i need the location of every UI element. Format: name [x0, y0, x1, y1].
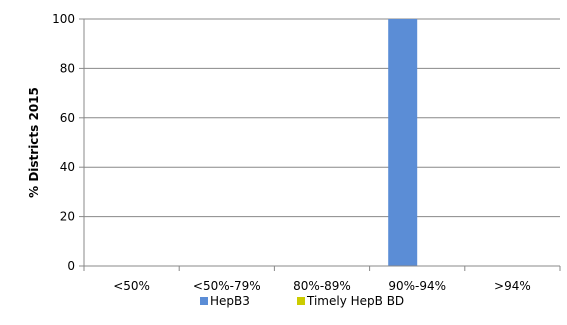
- y-tick-label: 80: [60, 61, 75, 75]
- legend-label: HepB3: [210, 294, 250, 308]
- x-tick-label: >94%: [494, 279, 531, 293]
- y-tick-label: 40: [60, 160, 75, 174]
- y-tick-label: 0: [67, 259, 75, 273]
- y-axis-title: % Districts 2015: [27, 87, 41, 198]
- bar: [388, 19, 418, 266]
- bars: [388, 19, 418, 266]
- legend-label: Timely HepB BD: [306, 294, 404, 308]
- x-tick-label: 90%-94%: [388, 279, 446, 293]
- legend-swatch: [297, 297, 305, 305]
- axes: [83, 19, 560, 267]
- x-tick-labels: <50% <50%-79% 80%-89% 90%-94% >94%: [83, 266, 561, 293]
- gridlines: [84, 18, 560, 218]
- x-tick-label: <50%: [113, 279, 150, 293]
- y-tick-label: 100: [52, 12, 75, 26]
- y-tick-label: 20: [60, 210, 75, 224]
- y-tick-label: 60: [60, 111, 75, 125]
- x-tick-label: 80%-89%: [293, 279, 351, 293]
- legend: HepB3 Timely HepB BD: [200, 294, 404, 308]
- x-tick-label: <50%-79%: [193, 279, 261, 293]
- legend-swatch: [200, 297, 208, 305]
- y-tick-labels: 0 20 40 60 80 100: [52, 12, 84, 273]
